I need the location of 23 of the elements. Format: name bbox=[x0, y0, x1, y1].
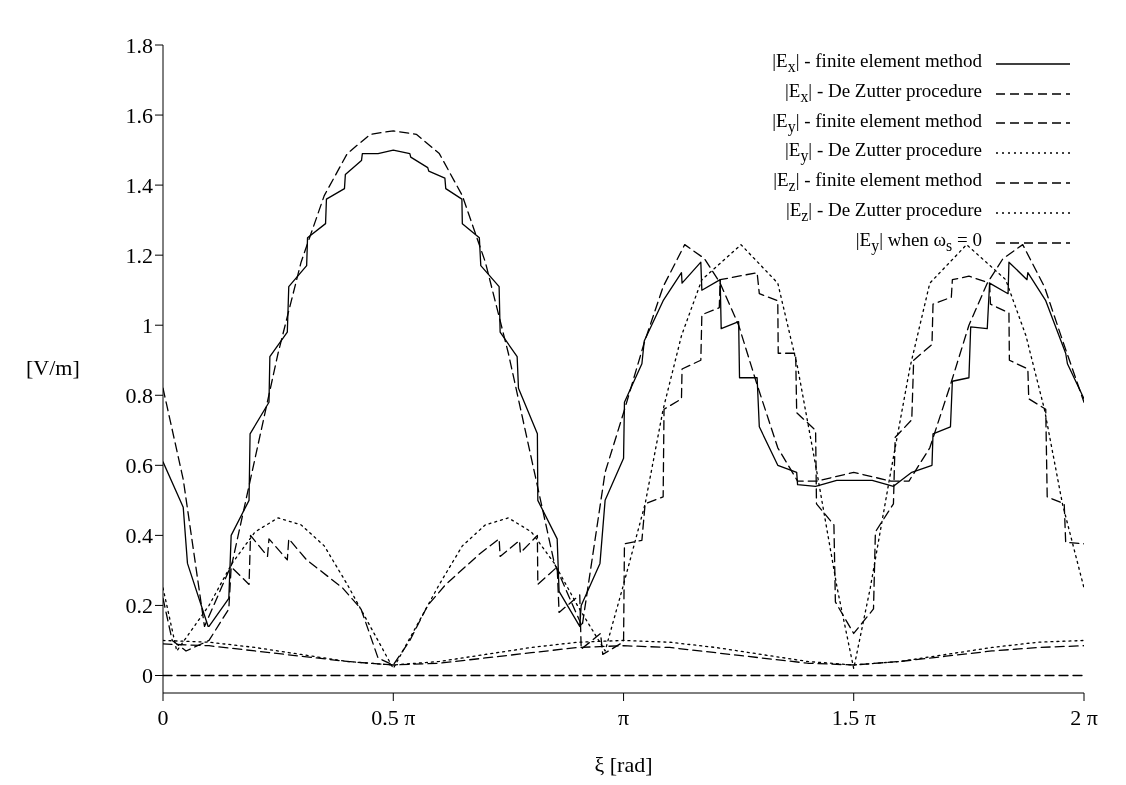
legend-label: |E$_{y}$| when ω$_{s}$ = 0 bbox=[855, 227, 982, 257]
y-tick-label: 0.4 bbox=[125, 523, 153, 549]
y-tick-label: 1.4 bbox=[125, 172, 153, 198]
y-tick-label: 0 bbox=[142, 663, 153, 689]
x-axis-title: ξ [rad] bbox=[594, 752, 653, 777]
legend-label: |E$_{y}$| - finite element method bbox=[772, 108, 982, 138]
x-tick-label: π bbox=[618, 704, 630, 730]
legend-label: |E$_{x}$| - De Zutter procedure bbox=[784, 78, 982, 107]
y-tick-label: 1 bbox=[142, 313, 153, 339]
x-tick-label: 1.5 π bbox=[831, 704, 876, 730]
y-axis-title: [V/m] bbox=[26, 355, 80, 381]
y-tick-label: 0.6 bbox=[125, 453, 153, 479]
x-tick-label: 2 π bbox=[1070, 704, 1098, 730]
y-tick-label: 0.2 bbox=[125, 593, 153, 619]
x-tick-label: 0.5 π bbox=[371, 704, 416, 730]
legend-label: |E$_{z}$| - De Zutter procedure bbox=[785, 198, 982, 226]
y-tick-label: 1.8 bbox=[125, 32, 153, 58]
legend-label: |E$_{z}$| - finite element method bbox=[773, 168, 982, 196]
y-tick-label: 0.8 bbox=[125, 383, 153, 409]
legend-label: |E$_{x}$| - finite element method bbox=[772, 49, 982, 77]
y-tick-label: 1.2 bbox=[125, 242, 153, 268]
y-tick-label: 1.6 bbox=[125, 102, 153, 128]
legend-label: |E$_{y}$| - De Zutter procedure bbox=[784, 138, 982, 167]
